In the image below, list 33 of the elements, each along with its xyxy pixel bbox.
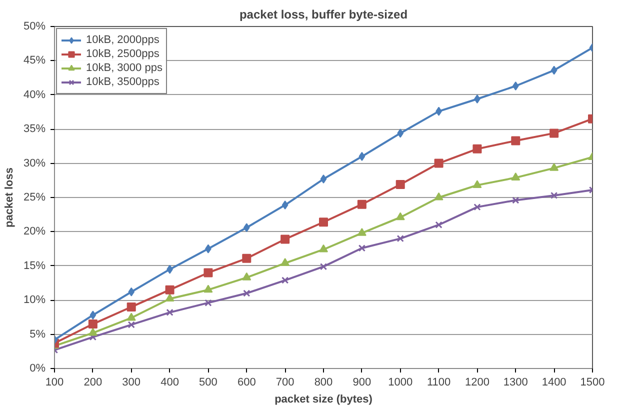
x-tick-label: 800 (314, 376, 333, 388)
x-tick-label: 500 (199, 376, 218, 388)
y-tick-label: 10% (23, 294, 46, 306)
legend-label: 10kB, 3000 pps (86, 61, 162, 75)
x-tick-label: 300 (122, 376, 141, 388)
y-tick-label: 30% (23, 157, 46, 170)
y-tick-label: 25% (23, 192, 46, 204)
y-tick-label: 35% (23, 123, 46, 136)
x-tick-label: 1000 (388, 376, 413, 388)
y-tick-label: 5% (30, 328, 46, 340)
y-tick-label: 15% (23, 260, 46, 272)
chart-title: packet loss, buffer byte-sized (239, 8, 408, 22)
y-tick-label: 50% (23, 20, 46, 32)
y-tick-label: 45% (23, 54, 46, 67)
x-tick-label: 1200 (464, 376, 490, 388)
x-tick-label: 1100 (426, 376, 451, 388)
x-tick-label: 200 (84, 376, 102, 388)
x-tick-label: 1500 (580, 376, 605, 388)
y-tick-label: 20% (23, 226, 46, 238)
x-tick-label: 400 (160, 376, 179, 388)
legend-label: 10kB, 2000pps (86, 33, 160, 47)
x-tick-label: 900 (352, 376, 372, 388)
x-axis-title: packet size (bytes) (274, 394, 373, 406)
x-tick-label: 700 (276, 376, 294, 388)
x-tick-label: 600 (237, 376, 256, 388)
legend-label: 10kB, 3500pps (86, 75, 160, 89)
x-tick-label: 100 (45, 376, 64, 388)
x-tick-label: 1300 (503, 376, 528, 388)
y-tick-label: 40% (23, 88, 46, 101)
y-axis-title: packet loss (3, 168, 16, 228)
y-tick-label: 0% (30, 362, 46, 374)
x-tick-label: 1400 (542, 376, 566, 388)
legend-label: 10kB, 2500pps (86, 47, 160, 61)
